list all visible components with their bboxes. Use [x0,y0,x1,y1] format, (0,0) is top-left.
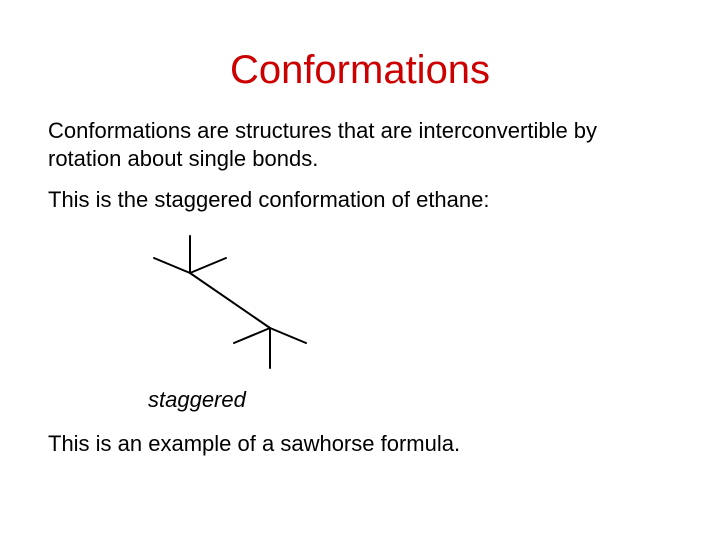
paragraph-2: This is the staggered conformation of et… [48,186,672,214]
closing-text: This is an example of a sawhorse formula… [48,431,672,457]
sawhorse-diagram [120,228,340,378]
figure-label: staggered [148,387,720,413]
paragraph-1: Conformations are structures that are in… [48,117,672,172]
page-title: Conformations [0,48,720,93]
sawhorse-figure: staggered [120,228,720,413]
body-text: Conformations are structures that are in… [48,117,672,214]
